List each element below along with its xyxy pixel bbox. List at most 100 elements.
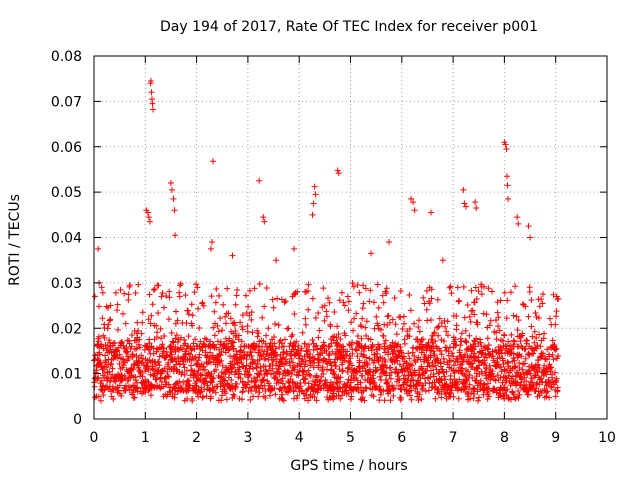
data-point <box>91 293 98 300</box>
data-point <box>314 346 321 353</box>
x-tick-label: 9 <box>551 430 560 446</box>
data-point <box>451 362 457 369</box>
data-point <box>275 321 282 328</box>
data-point <box>218 357 225 364</box>
data-point <box>335 170 342 177</box>
data-point <box>194 284 201 291</box>
data-point <box>282 384 289 391</box>
data-point <box>271 375 278 382</box>
data-point <box>516 333 523 340</box>
data-point <box>370 393 377 400</box>
data-point <box>212 389 219 396</box>
data-point <box>207 245 214 252</box>
data-point <box>186 382 193 389</box>
data-point <box>242 292 249 299</box>
data-point <box>142 389 149 396</box>
data-point <box>239 326 246 333</box>
data-point <box>349 339 356 346</box>
data-point <box>172 348 179 355</box>
data-point <box>261 218 268 225</box>
data-point <box>369 343 376 350</box>
data-point <box>194 360 201 367</box>
data-point <box>527 234 534 241</box>
data-point <box>211 308 218 315</box>
data-point <box>380 387 387 394</box>
data-point <box>176 289 183 296</box>
data-point <box>477 339 484 346</box>
data-point <box>294 288 301 295</box>
data-point <box>148 89 155 96</box>
data-point <box>361 397 368 404</box>
chart-title: Day 194 of 2017, Rate Of TEC Index for r… <box>160 19 538 35</box>
data-point <box>555 295 562 302</box>
data-point <box>461 200 468 207</box>
data-point <box>301 340 308 347</box>
data-point <box>394 357 401 364</box>
data-point <box>189 397 196 404</box>
data-point <box>512 283 519 290</box>
data-point <box>321 302 328 309</box>
data-point <box>264 350 271 357</box>
data-point <box>548 364 555 371</box>
data-point <box>189 312 196 319</box>
data-point <box>161 332 168 339</box>
data-point <box>246 287 253 294</box>
data-point <box>354 281 361 288</box>
data-point <box>149 100 156 107</box>
data-point <box>168 351 175 358</box>
data-point <box>195 305 202 312</box>
data-point <box>365 369 372 376</box>
data-point <box>515 388 522 395</box>
data-point <box>172 232 179 239</box>
data-point <box>146 357 153 364</box>
data-point <box>144 209 151 216</box>
data-point <box>371 379 378 386</box>
data-point <box>135 327 142 334</box>
data-point <box>437 360 444 367</box>
data-point <box>364 361 371 368</box>
data-point <box>237 319 244 326</box>
data-point <box>469 364 476 371</box>
data-point <box>320 371 327 378</box>
data-point <box>149 366 156 373</box>
data-point <box>92 352 99 359</box>
data-point <box>354 369 361 376</box>
data-point <box>462 203 469 210</box>
data-point <box>321 341 328 348</box>
data-point <box>228 365 235 372</box>
data-point <box>334 375 341 382</box>
data-point <box>315 310 322 317</box>
data-point <box>326 299 333 306</box>
data-point <box>147 371 154 378</box>
data-point <box>193 361 200 368</box>
data-point <box>499 347 506 354</box>
data-point <box>473 205 480 212</box>
data-point <box>239 388 246 395</box>
data-point <box>100 345 107 352</box>
data-point <box>474 397 481 404</box>
data-point <box>223 396 230 403</box>
data-point <box>287 362 294 369</box>
data-point <box>303 392 310 399</box>
data-point <box>160 304 167 311</box>
data-point <box>273 257 280 264</box>
data-point <box>383 285 390 292</box>
data-point <box>356 289 363 296</box>
data-point <box>467 395 474 402</box>
data-point <box>103 303 110 310</box>
data-point <box>266 392 273 399</box>
data-point <box>380 332 387 339</box>
data-point <box>156 362 163 369</box>
data-point <box>170 339 177 346</box>
data-point <box>106 368 113 375</box>
data-point <box>288 355 295 362</box>
data-point <box>316 327 323 334</box>
data-point <box>466 313 473 320</box>
data-point <box>472 343 479 350</box>
data-point <box>538 375 545 382</box>
data-point <box>188 301 195 308</box>
data-point <box>470 395 477 402</box>
data-point <box>219 327 226 334</box>
data-point <box>302 375 309 382</box>
data-point <box>271 385 278 392</box>
